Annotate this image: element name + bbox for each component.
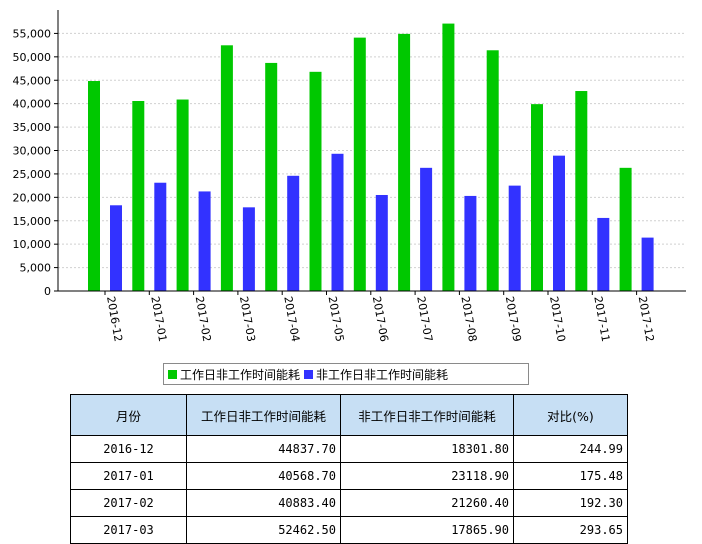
bar-workday-2017-11 (575, 91, 588, 291)
cell-nonworkday: 18301.80 (340, 435, 514, 463)
x-tick-label: 2016-12 (104, 295, 125, 343)
cell-ratio: 293.65 (513, 516, 628, 544)
bar-chart: 0 5,000 10,000 15,000 20,000 25,000 30,000 35,0… (13, 10, 686, 343)
cell-ratio: 175.48 (513, 462, 628, 490)
cell-month: 2017-02 (70, 489, 187, 517)
table-row: 2017-01 40568.70 23118.90 175.48 (70, 462, 628, 490)
cell-month: 2017-03 (70, 516, 187, 544)
bar-workday-2017-02 (176, 99, 189, 291)
header-month: 月份 (70, 394, 187, 436)
cell-nonworkday: 23118.90 (340, 462, 514, 490)
x-tick-label: 2017-06 (370, 295, 391, 343)
y-tick-label: 30,000 (13, 145, 52, 158)
y-tick-label: 15,000 (13, 215, 52, 228)
bar-nonworkday-2017-11 (597, 217, 610, 291)
bar-nonworkday-2017-12 (641, 237, 654, 291)
x-tick-label: 2017-10 (547, 295, 568, 343)
legend-label-series-2: 非工作日非工作时间能耗 (316, 367, 449, 382)
bar-nonworkday-2017-04 (287, 175, 300, 291)
legend-swatch-green (168, 369, 177, 379)
legend-item-series-1: 工作日非工作时间能耗 (168, 366, 300, 383)
header-workday: 工作日非工作时间能耗 (186, 394, 341, 436)
bar-workday-2017-07 (398, 33, 411, 291)
bar-nonworkday-2017-07 (420, 167, 433, 291)
cell-nonworkday: 17865.90 (340, 516, 514, 544)
cell-nonworkday: 21260.40 (340, 489, 514, 517)
cell-workday: 44837.70 (186, 435, 341, 463)
cell-month: 2016-12 (70, 435, 187, 463)
bar-nonworkday-2017-10 (553, 155, 565, 291)
y-tick-label: 55,000 (13, 27, 52, 40)
bars (88, 23, 654, 292)
data-table: 月份 工作日非工作时间能耗 非工作日非工作时间能耗 对比(%) 2016-12 … (70, 394, 628, 544)
x-tick-label: 2017-02 (193, 295, 214, 343)
y-tick-label: 0 (44, 285, 51, 298)
bar-workday-2017-01 (132, 101, 145, 291)
y-tick-label: 25,000 (13, 168, 52, 181)
bar-nonworkday-2017-02 (198, 191, 211, 291)
x-tick-label: 2017-01 (148, 295, 169, 343)
x-tick-label: 2017-03 (237, 295, 258, 343)
bar-workday-2017-03 (220, 45, 233, 291)
x-tick-label: 2017-05 (326, 295, 347, 343)
table-row: 2016-12 44837.70 18301.80 244.99 (70, 435, 628, 463)
table-header-row: 月份 工作日非工作时间能耗 非工作日非工作时间能耗 对比(%) (70, 394, 628, 436)
cell-ratio: 244.99 (513, 435, 628, 463)
bar-workday-2017-09 (486, 50, 499, 291)
y-tick-label: 40,000 (13, 98, 52, 111)
x-tick-label: 2017-08 (458, 295, 479, 343)
legend: 工作日非工作时间能耗 非工作日非工作时间能耗 (163, 363, 529, 385)
bar-workday-2017-05 (309, 71, 322, 291)
y-tick-label: 10,000 (13, 238, 52, 251)
bar-workday-2017-08 (442, 23, 455, 292)
cell-workday: 52462.50 (186, 516, 341, 544)
axes (54, 10, 686, 295)
x-tick-label: 2017-11 (591, 295, 612, 343)
header-nonworkday: 非工作日非工作时间能耗 (340, 394, 514, 436)
x-tick-labels: 2016-12 2017-01 2017-02 2017-03 2017-04 2017-… (104, 295, 656, 343)
bar-workday-2017-04 (265, 62, 278, 292)
header-ratio: 对比(%) (513, 394, 628, 436)
table-row: 2017-03 52462.50 17865.90 293.65 (70, 516, 628, 544)
bar-nonworkday-2017-08 (464, 195, 477, 291)
table-row: 2017-02 40883.40 21260.40 192.30 (70, 489, 628, 517)
x-tick-label: 2017-12 (636, 295, 657, 343)
legend-item-series-2: 非工作日非工作时间能耗 (304, 366, 448, 383)
bar-workday-2017-10 (531, 104, 543, 291)
bar-nonworkday-2017-01 (154, 182, 167, 291)
legend-swatch-blue (304, 369, 314, 379)
cell-workday: 40568.70 (186, 462, 341, 490)
bar-workday-2017-12 (619, 167, 632, 291)
bar-nonworkday-2017-05 (331, 153, 344, 291)
bar-workday-2016-12 (88, 81, 100, 291)
legend-label-series-1: 工作日非工作时间能耗 (180, 367, 301, 382)
cell-month: 2017-01 (70, 462, 187, 490)
y-tick-labels: 0 5,000 10,000 15,000 20,000 25,000 30,000 35,0… (13, 27, 52, 298)
bar-workday-2017-06 (353, 37, 366, 291)
y-tick-label: 45,000 (13, 74, 52, 87)
cell-workday: 40883.40 (186, 489, 341, 517)
y-tick-label: 5,000 (20, 262, 52, 275)
y-tick-label: 20,000 (13, 191, 52, 204)
x-tick-label: 2017-07 (414, 295, 435, 343)
gridlines (58, 32, 686, 269)
y-tick-label: 35,000 (13, 121, 52, 134)
bar-nonworkday-2017-03 (242, 207, 255, 291)
x-tick-label: 2017-09 (503, 295, 524, 343)
x-tick-label: 2017-04 (281, 295, 302, 343)
bar-nonworkday-2017-06 (375, 194, 388, 291)
y-tick-label: 50,000 (13, 51, 52, 64)
bar-nonworkday-2016-12 (110, 205, 122, 291)
bar-nonworkday-2017-09 (508, 185, 521, 291)
cell-ratio: 192.30 (513, 489, 628, 517)
